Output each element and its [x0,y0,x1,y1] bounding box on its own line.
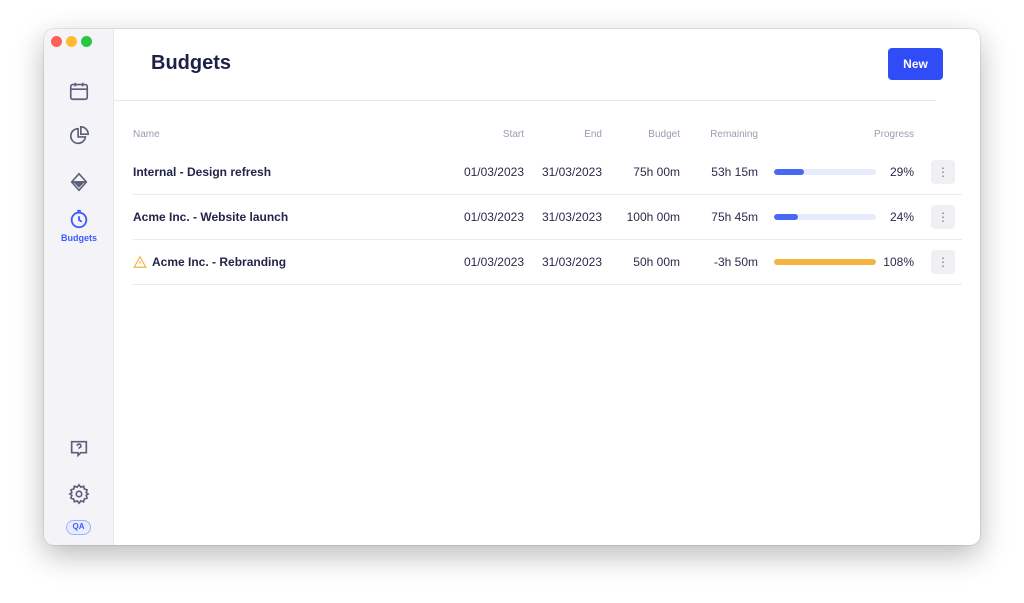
close-window-button[interactable] [51,36,62,47]
sidebar-item-label: Budgets [61,233,97,243]
end-date: 31/03/2023 [541,255,602,269]
new-budget-button[interactable]: New [888,48,943,80]
start-date: 01/03/2023 [463,165,524,179]
budget-amount: 75h 00m [633,165,680,179]
progress-bar-fill [774,169,804,175]
column-header-remaining: Remaining [710,129,758,140]
budget-name[interactable]: Acme Inc. - Rebranding [152,255,287,269]
more-vertical-icon: ⋮ [937,165,949,179]
progress-percent: 108% [883,255,914,269]
column-header-progress: Progress [873,129,914,140]
maximize-window-button[interactable] [81,36,92,47]
gear-icon [68,483,90,505]
progress-percent: 24% [889,210,914,224]
settings-button[interactable] [44,483,114,505]
progress-bar [774,169,876,175]
sidebar-item-calendar[interactable] [44,80,114,102]
warning-icon [133,255,147,274]
remaining-amount: 75h 45m [711,210,758,224]
progress-bar-fill [774,214,799,220]
start-date: 01/03/2023 [463,255,524,269]
end-date: 31/03/2023 [541,210,602,224]
budget-name[interactable]: Internal - Design refresh [133,165,272,179]
help-button[interactable] [44,438,114,460]
row-menu-button[interactable]: ⋮ [931,250,955,274]
budget-name[interactable]: Acme Inc. - Website launch [133,210,289,224]
end-date: 31/03/2023 [541,165,602,179]
sidebar-item-reports[interactable] [44,125,114,147]
sidebar-item-projects[interactable] [44,171,114,193]
diamond-icon [70,172,88,192]
progress-bar [774,214,876,220]
help-icon [70,440,88,458]
progress-bar-fill [774,259,876,265]
column-header-start: Start [502,129,524,140]
column-header-name: Name [133,129,160,140]
column-header-end: End [584,129,602,140]
progress-bar [774,259,876,265]
more-vertical-icon: ⋮ [937,255,949,269]
column-header-budget: Budget [648,129,680,140]
remaining-amount: -3h 50m [713,255,758,269]
more-vertical-icon: ⋮ [937,210,949,224]
budget-amount: 100h 00m [626,210,680,224]
table-row[interactable]: Acme Inc. - Rebranding 01/03/2023 31/03/… [133,240,962,285]
header-divider [114,100,936,101]
pie-chart-icon [69,126,89,145]
row-menu-button[interactable]: ⋮ [931,160,955,184]
page-title: Budgets [151,52,231,74]
remaining-amount: 53h 15m [711,165,758,179]
stopwatch-icon [70,209,88,229]
sidebar-item-budgets[interactable]: Budgets [44,208,114,243]
app-window: Budgets QA Budgets New Name Start End Bu… [44,29,980,545]
calendar-icon [69,82,89,101]
table-row[interactable]: Acme Inc. - Website launch 01/03/2023 31… [133,195,962,240]
sidebar: Budgets QA [44,29,114,545]
start-date: 01/03/2023 [463,210,524,224]
row-menu-button[interactable]: ⋮ [931,205,955,229]
budget-amount: 50h 00m [633,255,680,269]
user-avatar[interactable]: QA [66,520,91,535]
progress-percent: 29% [889,165,914,179]
minimize-window-button[interactable] [66,36,77,47]
table-row[interactable]: Internal - Design refresh 01/03/2023 31/… [133,150,962,195]
